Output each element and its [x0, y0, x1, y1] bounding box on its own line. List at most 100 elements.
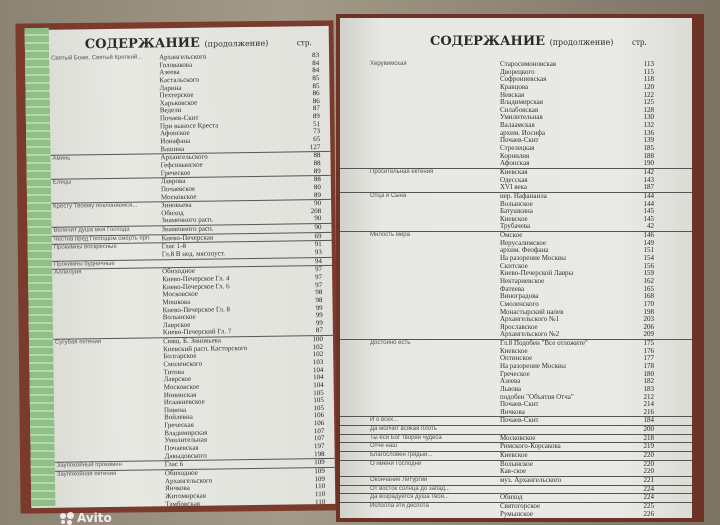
entry-page-number: 183 [643, 384, 655, 393]
entry-page-number: 175 [643, 339, 655, 348]
entry-title: На разорение Москвы [500, 361, 566, 370]
toc-entry: подобен "Объятия Отча" 212 [340, 392, 692, 402]
section-label: Милость мира [370, 232, 410, 239]
toc-entry: Корнилия 188 [340, 151, 692, 161]
entry-title: Фатеева [500, 284, 525, 293]
page-column-header: стр. [296, 37, 312, 48]
entry-page-number: 180 [643, 369, 655, 378]
entry-title: Московское [500, 433, 536, 442]
toc-entry: Скитское 156 [340, 261, 692, 271]
toc-entry: Отче наш Римского-Корсакова 219 [340, 442, 692, 451]
entry-page-number: 151 [643, 246, 655, 255]
section-label: Да молчит всякая плоть [370, 426, 437, 433]
entry-page-number: 226 [643, 509, 655, 518]
entry-page-number: 118 [643, 75, 654, 84]
entry-title: Силабовская [500, 105, 539, 114]
entry-title: Римского-Корсакова [500, 442, 561, 451]
toc-entry: Кравцова 120 [340, 82, 692, 92]
toc-entry: Киево-Печерской Лавры 159 [340, 270, 692, 278]
entry-title: Трубачева [500, 222, 531, 231]
toc-entry: Да возрадуется душа твоя... Обиход 224 [340, 493, 692, 502]
entry-title: Дворецкого [500, 67, 535, 76]
entry-page-number: 115 [643, 67, 654, 76]
entry-title: Невская [500, 90, 525, 99]
toc-entry: Львова 183 [340, 384, 692, 394]
entry-page-number: 145 [643, 207, 655, 216]
entry-title: подобен "Объятия Отча" [500, 392, 574, 401]
entry-page-number: 177 [643, 354, 655, 363]
entry-page-number: 218 [643, 433, 655, 442]
toc-entry: Смоленского 170 [340, 299, 692, 309]
toc-entry: Монастырский напев 198 [340, 307, 692, 317]
entry-title: Киевское [500, 346, 528, 355]
toc-entry: Азеева 182 [340, 378, 692, 386]
section-label: Просительная ектения [370, 168, 434, 175]
right-page-title: СОДЕРЖАНИЕ (продолжение) [430, 34, 613, 49]
entry-page-number: 178 [643, 361, 655, 370]
toc-entry: Волынское 144 [340, 200, 692, 209]
entry-page-number: 220 [643, 459, 655, 468]
section-label: От восток солнца до запад... [370, 485, 451, 492]
title-text: СОДЕРЖАНИЕ [84, 35, 201, 53]
toc-entry: Трубачева 42 [340, 223, 692, 231]
entry-page-number: 190 [643, 159, 655, 168]
section-label: Херувимская [370, 61, 407, 67]
entry-title: Нектариевское [500, 276, 545, 285]
entry-page-number: 225 [643, 501, 655, 510]
entry-page-number: 214 [643, 400, 655, 409]
entry-title: Львова [500, 384, 522, 393]
entry-title: Почаев-Скит [500, 416, 539, 425]
left-page: СОДЕРЖАНИЕ (продолжение) стр. Святый Бож… [24, 25, 336, 509]
entry-title: Скитское [500, 261, 528, 270]
entry-page-number: 187 [643, 183, 655, 192]
entry-title: архим. Иосифа [500, 128, 546, 137]
toc-entry: Кав-ское 220 [340, 468, 692, 476]
entry-title: XVI века [500, 183, 527, 192]
entry-title: Батушкина [500, 207, 533, 216]
entry-page-number: 219 [643, 442, 655, 451]
toc-entry: Ярославское 206 [340, 323, 692, 332]
entry-title: Владимирская [500, 98, 543, 107]
entry-page-number: 203 [643, 315, 655, 324]
entry-title: Афонская [500, 159, 530, 168]
entry-page-number: 159 [643, 269, 655, 278]
entry-title: Корнилия [500, 151, 530, 160]
entry-title: Смоленского [500, 299, 539, 308]
entry-page-number: 125 [643, 98, 655, 107]
entry-page-number: 156 [643, 261, 655, 270]
entry-title: Греческое [500, 369, 530, 378]
entry-page-number: 220 [643, 451, 655, 460]
entry-page-number: 200 [643, 425, 655, 434]
toc-entry: Силабовская 128 [340, 105, 692, 115]
entry-title: Архангельского №1 [500, 315, 560, 324]
entry-title: Стрелецкая [500, 144, 535, 153]
entry-title: Азеева [500, 377, 521, 386]
entry-title: На разорение Москвы [500, 254, 566, 263]
entry-title: Умилительная [500, 113, 543, 122]
entry-page-number: 182 [643, 377, 655, 386]
toc-entry: Ты еси Бог творяй чудеса Московское 218 [340, 433, 692, 443]
toc-entry: Румынское 226 [340, 509, 692, 518]
entry-title: Почаев-Скит [500, 136, 539, 145]
entry-title: Святогорское [500, 501, 541, 510]
toc-entry: Исполла эти деспота Святогорское 225 [340, 501, 692, 511]
avito-watermark: Avito [60, 511, 112, 525]
entry-page-number: 136 [643, 128, 655, 137]
entry-page-number: 162 [643, 276, 655, 285]
toc-entry: Батушкина 145 [340, 208, 692, 216]
toc-entry: На разорение Москвы 154 [340, 254, 692, 263]
toc-entry: XVI века 187 [340, 184, 692, 192]
section-label: Отче наш [370, 443, 398, 450]
toc-entry: Да молчит всякая плоть 200 [340, 425, 692, 434]
entry-title: Волынское [500, 459, 533, 468]
toc-entry: Владимирская 125 [340, 99, 692, 107]
section-label: Отца и Сына [370, 192, 407, 199]
toc-entry: Просительная ектения Киевская 142 [340, 167, 692, 177]
toc-entry: Дворецкого 115 [340, 67, 692, 77]
entry-page-number: 120 [643, 82, 655, 91]
entry-title: Одесская [500, 175, 528, 184]
toc-entry: Херувимская Старосимоновская 113 [340, 60, 692, 69]
entry-title: Монастырский напев [500, 307, 564, 316]
entry-page-number: 142 [643, 167, 655, 176]
entry-title: Почаев-Скит [500, 400, 539, 409]
